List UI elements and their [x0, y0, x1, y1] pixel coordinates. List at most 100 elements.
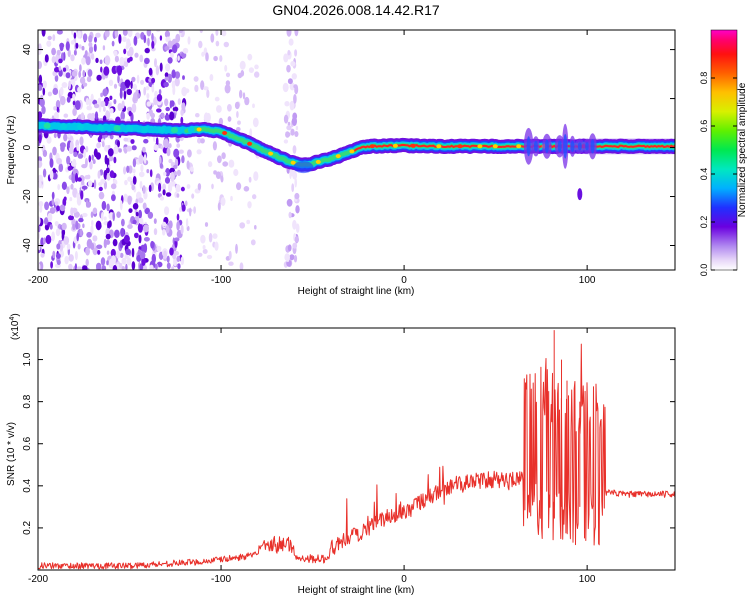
noise-blob	[160, 112, 165, 119]
noise-blob	[133, 35, 138, 46]
noise-blob	[81, 57, 86, 65]
noise-blob	[90, 53, 95, 60]
noise-blob	[82, 223, 85, 229]
noise-blob	[113, 83, 118, 89]
noise-blob	[110, 248, 116, 258]
noise-blob	[156, 245, 162, 252]
noise-blob	[38, 174, 43, 183]
noise-blob	[40, 252, 45, 258]
noise-blob	[49, 207, 56, 214]
noise-blob	[250, 239, 256, 246]
noise-blob	[98, 103, 102, 113]
noise-blob	[137, 92, 140, 99]
noise-blob	[105, 167, 110, 174]
noise-blob	[38, 49, 42, 55]
noise-blob	[47, 91, 53, 97]
noise-blob	[108, 155, 114, 162]
ridge-burst-core	[544, 139, 549, 154]
noise-blob	[236, 111, 239, 118]
noise-blob	[292, 145, 297, 154]
noise-blob	[292, 242, 298, 249]
noise-blob	[228, 261, 234, 266]
noise-blob	[100, 257, 106, 266]
noise-blob	[204, 222, 209, 227]
snr-y-tick-label: 1.0	[22, 352, 33, 366]
noise-blob	[168, 220, 173, 229]
noise-blob	[218, 117, 224, 126]
noise-blob	[78, 44, 82, 49]
noise-blob	[163, 138, 169, 149]
noise-blob	[254, 225, 257, 230]
noise-blob	[132, 83, 137, 90]
ridge-bead	[369, 144, 375, 149]
noise-blob	[143, 34, 147, 44]
noise-blob	[99, 59, 103, 65]
noise-blob	[196, 149, 202, 155]
noise-blob	[197, 183, 202, 191]
noise-blob	[168, 158, 173, 164]
noise-blob	[239, 89, 243, 99]
y-tick-label: -40	[22, 238, 33, 253]
snr-y-tick-label: 0.2	[22, 521, 33, 535]
noise-blob	[79, 76, 86, 85]
noise-blob	[283, 139, 289, 144]
ridge-bead	[392, 143, 398, 148]
ridge-bead	[492, 144, 498, 149]
noise-blob	[70, 54, 75, 62]
noise-blob	[58, 163, 64, 172]
noise-blob	[287, 78, 293, 85]
snr-y-tick-label: 0.4	[22, 478, 33, 492]
noise-blob	[116, 65, 123, 75]
noise-blob	[116, 250, 121, 259]
noise-blob	[288, 38, 294, 46]
noise-blob	[39, 98, 45, 108]
noise-blob	[185, 218, 189, 228]
noise-blob	[63, 196, 67, 202]
noise-blob	[94, 36, 97, 43]
noise-blob	[75, 42, 79, 49]
noise-blob	[180, 116, 184, 125]
noise-blob	[205, 52, 209, 62]
noise-blob	[249, 128, 253, 138]
noise-blob	[123, 234, 130, 243]
noise-blob	[126, 50, 131, 57]
noise-blob	[81, 164, 88, 169]
noise-blob	[89, 161, 93, 170]
noise-blob	[285, 132, 291, 137]
ridge-trough	[293, 161, 314, 174]
noise-blob	[146, 93, 150, 99]
noise-blob	[124, 79, 131, 88]
noise-blob	[173, 164, 178, 169]
noise-blob	[210, 33, 215, 43]
noise-blob	[163, 250, 168, 260]
snr-y-tick-label: 0.8	[22, 394, 33, 408]
noise-blob	[291, 183, 295, 193]
noise-blob	[69, 197, 73, 202]
noise-blob	[162, 189, 166, 196]
ridge-bead	[97, 124, 104, 131]
noise-blob	[101, 141, 105, 148]
noise-blob	[121, 100, 125, 109]
noise-blob	[209, 74, 214, 81]
noise-blob	[164, 72, 169, 78]
noise-blob	[148, 67, 153, 76]
noise-blob	[58, 69, 63, 77]
noise-blob	[76, 232, 79, 242]
noise-blob	[143, 154, 147, 164]
noise-blob	[186, 184, 191, 189]
noise-blob	[103, 216, 107, 221]
noise-blob	[129, 56, 133, 62]
noise-blob	[158, 156, 162, 166]
noise-blob	[294, 30, 299, 37]
ridge-burst-core	[570, 140, 575, 153]
noise-blob	[176, 169, 181, 177]
noise-blob	[160, 145, 164, 150]
noise-blob	[237, 72, 243, 79]
noise-blob	[195, 113, 200, 118]
noise-blob	[161, 221, 167, 227]
colorbar: 0.0 0.2 0.4 0.6 0.8 Normalized spectral ampl…	[699, 29, 748, 276]
noise-blob	[68, 215, 74, 221]
noise-blob	[239, 262, 244, 270]
noise-blob	[38, 111, 43, 119]
y-tick-label: -20	[22, 189, 33, 204]
